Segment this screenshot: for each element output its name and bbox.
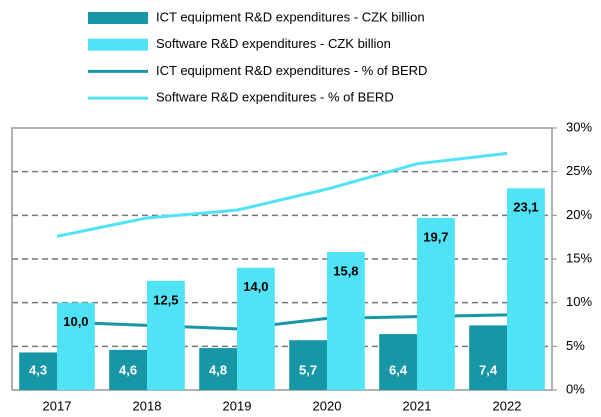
x-tick-label: 2018 — [133, 398, 162, 413]
y2-tick-label: 5% — [566, 338, 585, 353]
bar — [237, 267, 275, 390]
data-label: 10,0 — [63, 314, 88, 329]
bar — [327, 252, 365, 390]
legend-swatch — [88, 12, 148, 24]
bar — [379, 334, 417, 390]
data-label: 4,6 — [119, 362, 137, 377]
bar — [507, 188, 545, 390]
y2-tick-label: 10% — [566, 294, 592, 309]
bar — [19, 352, 57, 390]
legend-label: Software R&D expenditures - CZK billion — [156, 36, 391, 51]
x-tick-label: 2022 — [493, 398, 522, 413]
bar — [469, 325, 507, 390]
data-label: 15,8 — [333, 263, 358, 278]
data-label: 23,1 — [513, 200, 538, 215]
x-tick-label: 2019 — [223, 398, 252, 413]
data-label: 14,0 — [243, 279, 268, 294]
x-tick-label: 2021 — [403, 398, 432, 413]
legend-label: ICT equipment R&D expenditures - CZK bil… — [156, 9, 425, 24]
y2-tick-label: 0% — [566, 381, 585, 396]
y2-tick-label: 20% — [566, 207, 592, 222]
data-label: 4,8 — [209, 362, 227, 377]
y2-tick-label: 30% — [566, 119, 592, 134]
data-label: 7,4 — [479, 362, 498, 377]
data-label: 6,4 — [389, 362, 408, 377]
x-tick-label: 2020 — [313, 398, 342, 413]
x-tick-label: 2017 — [43, 398, 72, 413]
legend-label: ICT equipment R&D expenditures - % of BE… — [156, 63, 427, 78]
legend-label: Software R&D expenditures - % of BERD — [156, 90, 394, 105]
data-label: 12,5 — [153, 292, 178, 307]
y2-tick-label: 25% — [566, 163, 592, 178]
data-label: 19,7 — [423, 229, 448, 244]
bar — [199, 348, 237, 390]
plot-frame — [11, 127, 553, 391]
line — [56, 151, 508, 238]
y2-tick-label: 15% — [566, 250, 592, 265]
bar — [147, 280, 185, 390]
legend-swatch — [88, 38, 148, 51]
data-label: 5,7 — [299, 362, 317, 377]
bar — [109, 349, 147, 390]
bar — [57, 302, 95, 390]
bar — [289, 340, 327, 390]
data-label: 4,3 — [29, 362, 47, 377]
bar — [417, 217, 455, 390]
